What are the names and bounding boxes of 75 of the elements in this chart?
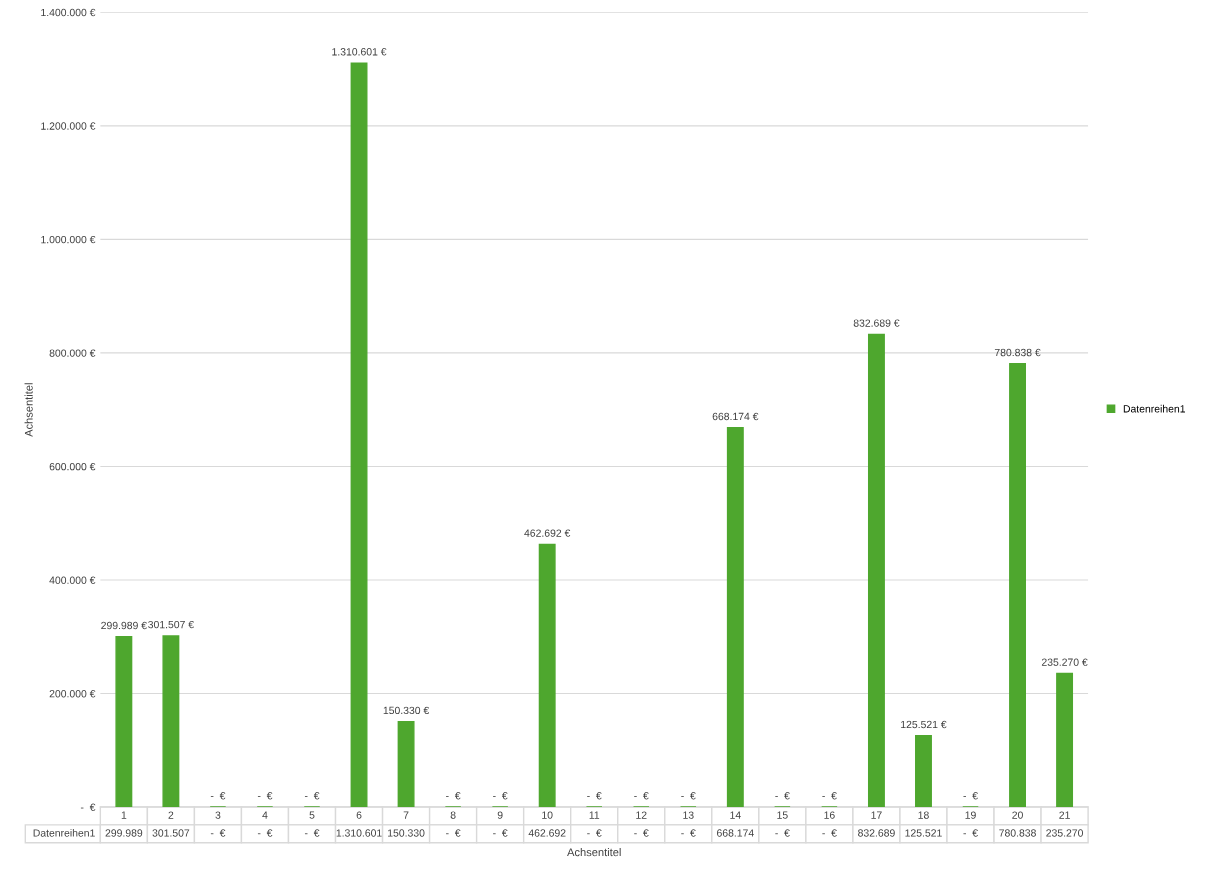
data-label: 832.689 €: [853, 319, 900, 327]
y-tick-label: 1.200.000 €: [41, 122, 96, 130]
x-tick-label: 14: [730, 811, 741, 819]
text: Datenreihen1: [33, 829, 95, 837]
data-label: - €: [446, 792, 461, 800]
x-tick-label: 21: [1059, 811, 1070, 819]
text: 235.270: [1046, 829, 1083, 837]
text: 125.521: [905, 829, 942, 837]
text: 462.692: [528, 829, 566, 837]
text: - €: [210, 829, 226, 837]
y-tick-label: 400.000 €: [49, 576, 96, 584]
x-tick-label: 11: [589, 811, 600, 819]
x-tick-label: 16: [824, 811, 835, 819]
x-tick-label: 3: [215, 811, 221, 819]
data-label: 235.270 €: [1041, 658, 1088, 666]
x-tick-label: 17: [871, 811, 882, 819]
x-tick-label: 13: [683, 811, 694, 819]
text: 150.330: [388, 829, 425, 837]
y-tick-label: 1.000.000 €: [41, 235, 96, 244]
y-axis-title: Achsentitel: [24, 383, 33, 437]
data-label: 150.330 €: [383, 706, 430, 715]
data-label: - €: [963, 792, 978, 800]
x-tick-label: 19: [965, 811, 976, 819]
data-label: - €: [210, 792, 226, 800]
data-label: - €: [493, 792, 508, 800]
y-tick-label: 1.400.000 €: [41, 8, 96, 17]
text: - €: [493, 829, 508, 837]
x-tick-label: 2: [168, 811, 174, 819]
y-tick-label: 200.000 €: [49, 690, 96, 698]
x-tick-label: 7: [403, 811, 409, 819]
x-tick-label: 18: [918, 811, 929, 819]
text: - €: [446, 829, 461, 837]
text: 832.689: [858, 829, 895, 837]
text: - €: [822, 829, 837, 837]
x-tick-label: 5: [309, 811, 315, 819]
data-label: 125.521 €: [901, 720, 947, 729]
x-axis-title: Achsentitel: [567, 848, 621, 857]
x-tick-label: 6: [356, 811, 362, 819]
data-label: 1.310.601 €: [332, 48, 387, 56]
data-label: - €: [822, 792, 837, 800]
y-tick-label: 600.000 €: [49, 462, 96, 471]
text: 1.310.601: [336, 829, 382, 837]
text: - €: [304, 829, 320, 837]
text: - €: [587, 829, 602, 837]
data-label: - €: [587, 792, 602, 800]
x-tick-label: 1: [121, 811, 127, 819]
data-label: 299.989 €: [101, 621, 147, 630]
data-label: - €: [775, 792, 790, 800]
text: - €: [681, 829, 696, 837]
data-label: - €: [634, 792, 649, 800]
data-label: 780.838 €: [994, 348, 1041, 357]
text: 301.507: [152, 829, 190, 837]
x-tick-label: 8: [450, 811, 456, 819]
x-tick-label: 20: [1012, 811, 1023, 819]
text: - €: [775, 829, 790, 837]
data-label: 462.692 €: [524, 529, 571, 537]
x-tick-label: 10: [542, 811, 553, 819]
data-label: - €: [681, 792, 696, 800]
data-label: 668.174 €: [712, 412, 759, 421]
data-label: - €: [257, 792, 273, 800]
x-tick-label: 12: [636, 811, 647, 819]
text: - €: [257, 829, 273, 837]
text: - €: [634, 829, 649, 837]
data-label: - €: [304, 792, 320, 800]
data-label: 301.507 €: [148, 620, 194, 629]
text: 780.838: [999, 829, 1036, 837]
text: 668.174: [717, 829, 754, 837]
legend-label: Datenreihen1: [1123, 404, 1186, 413]
x-tick-label: 4: [262, 811, 268, 819]
x-tick-label: 15: [777, 811, 788, 819]
text: 299.989: [105, 829, 143, 837]
y-tick-label: - €: [80, 803, 96, 811]
y-tick-label: 800.000 €: [49, 349, 96, 357]
x-tick-label: 9: [497, 811, 503, 819]
text: - €: [963, 829, 978, 837]
